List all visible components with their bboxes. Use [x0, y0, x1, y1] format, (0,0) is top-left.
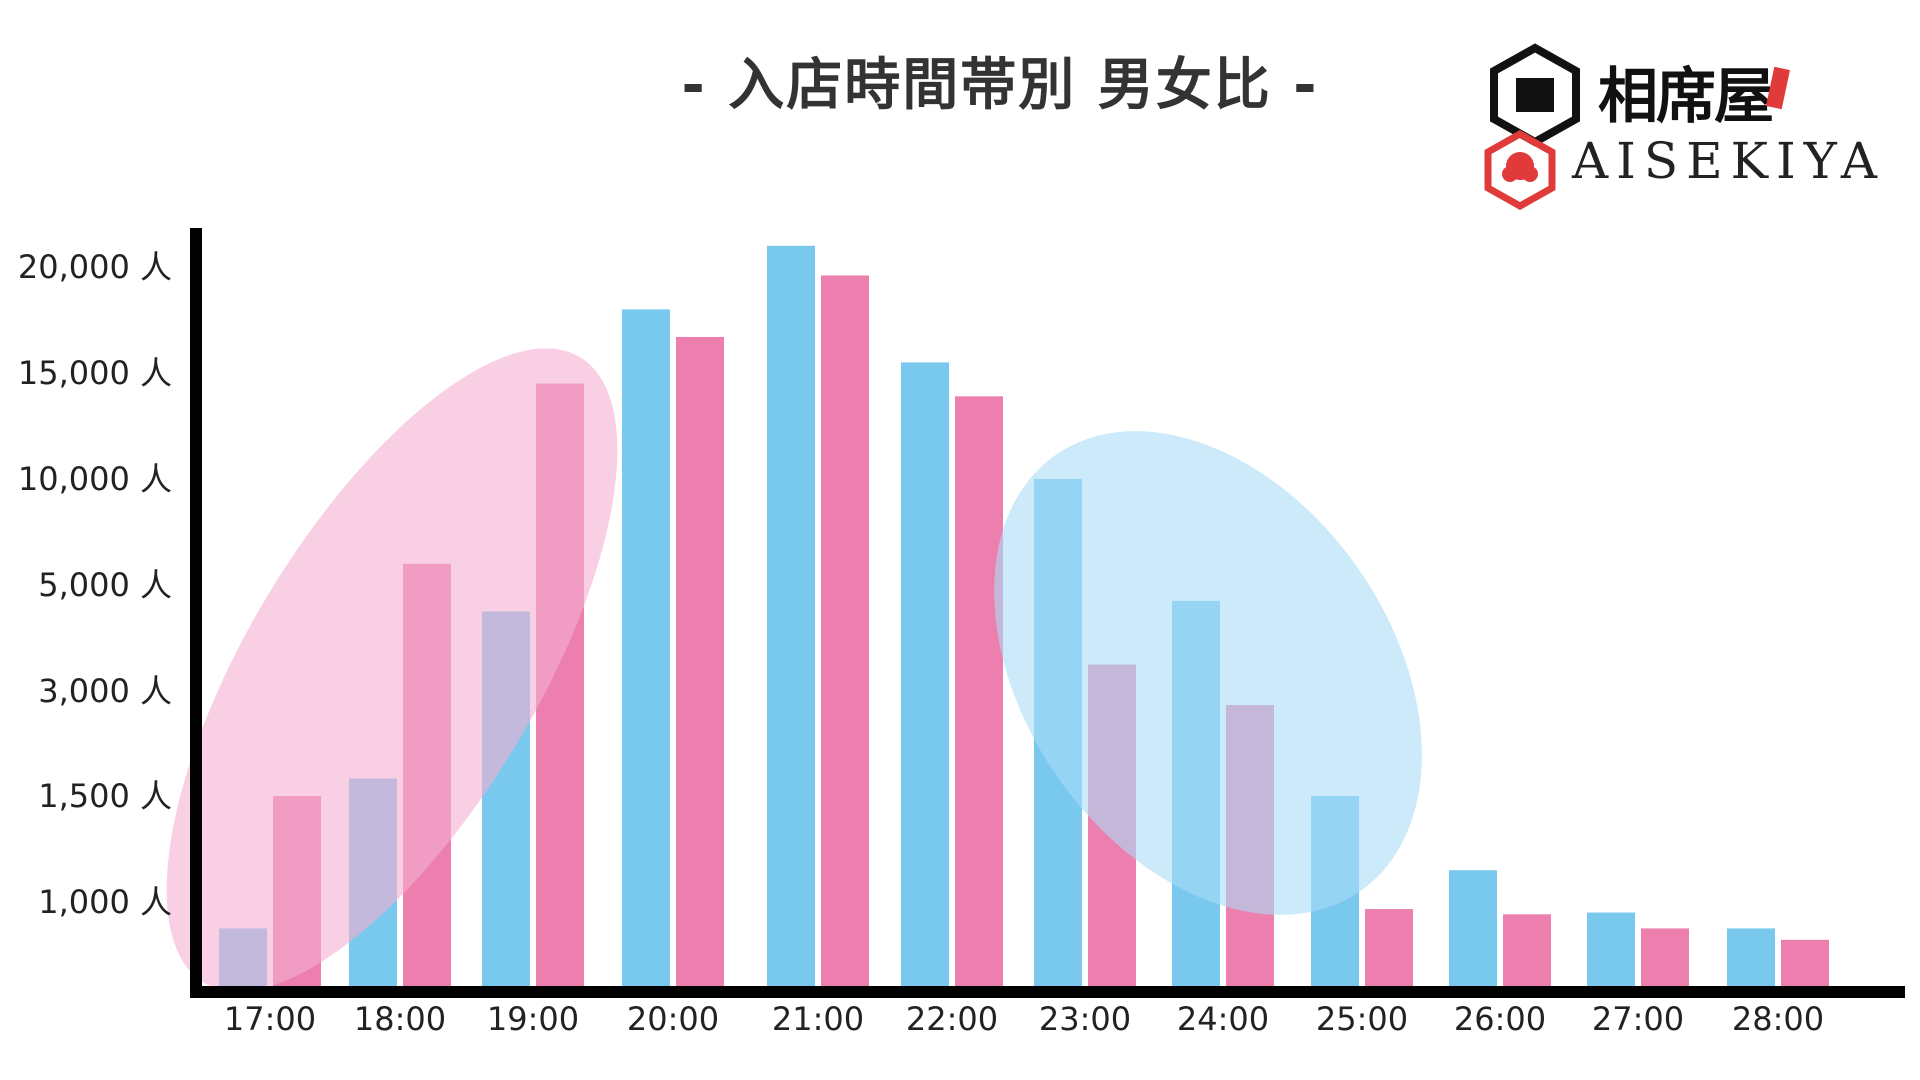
highlight-ellipse-blue — [994, 431, 1422, 915]
y-tick-label: 10,000 人 — [18, 460, 172, 498]
brand-flower-icon — [1484, 130, 1556, 210]
bar-pink-2600 — [1503, 914, 1551, 990]
bar-pink-2100 — [821, 275, 869, 991]
brand-logo: 相席屋 AISEKIYA — [1480, 40, 1880, 210]
y-axis-line — [190, 228, 202, 996]
x-tick-label: 23:00 — [1039, 1000, 1131, 1038]
x-axis-line — [190, 986, 1905, 998]
bar-pink-2200 — [955, 396, 1003, 990]
logo-japanese-text: 相席屋 — [1598, 62, 1774, 132]
y-tick-label: 15,000 人 — [18, 354, 172, 392]
x-tick-label: 21:00 — [772, 1000, 864, 1038]
bar-pink-2500 — [1365, 909, 1413, 990]
x-tick-label: 22:00 — [906, 1000, 998, 1038]
bar-pink-2000 — [676, 336, 724, 991]
x-tick-label: 19:00 — [487, 1000, 579, 1038]
bar-blue-2600 — [1449, 870, 1497, 990]
bar-pink-2700 — [1641, 928, 1689, 990]
x-tick-label: 25:00 — [1316, 1000, 1408, 1038]
chart-title: - 入店時間帯別 男女比 - — [681, 53, 1319, 118]
bar-blue-2800 — [1727, 928, 1775, 990]
y-tick-label: 3,000 人 — [38, 672, 172, 710]
x-tick-label: 27:00 — [1592, 1000, 1684, 1038]
y-tick-label: 5,000 人 — [38, 566, 172, 604]
y-tick-label: 1,000 人 — [38, 883, 172, 921]
bar-blue-2700 — [1587, 912, 1635, 990]
y-tick-label: 1,500 人 — [38, 777, 172, 815]
bar-blue-2100 — [767, 245, 815, 991]
x-tick-label: 18:00 — [354, 1000, 446, 1038]
bar-blue-2200 — [901, 362, 949, 990]
highlight-ellipse-pink — [166, 348, 618, 992]
logo-english-text: AISEKIYA — [1572, 132, 1885, 190]
x-tick-label: 26:00 — [1454, 1000, 1546, 1038]
y-tick-label: 20,000 人 — [18, 248, 172, 286]
bar-pink-2800 — [1781, 939, 1829, 990]
bar-blue-2000 — [622, 309, 670, 990]
x-tick-label: 17:00 — [224, 1000, 316, 1038]
x-tick-label: 28:00 — [1732, 1000, 1824, 1038]
x-tick-label: 24:00 — [1177, 1000, 1269, 1038]
x-tick-label: 20:00 — [627, 1000, 719, 1038]
